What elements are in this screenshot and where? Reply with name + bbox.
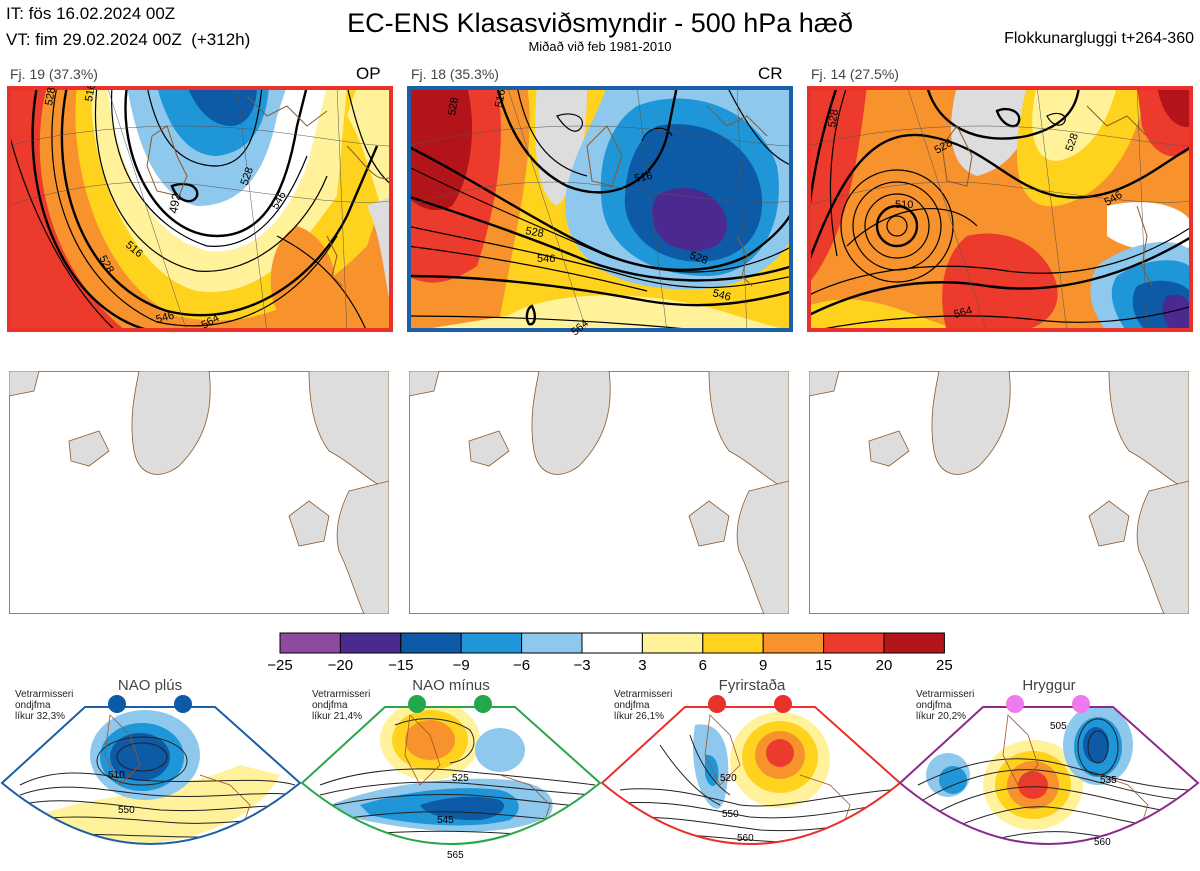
colorbar-tick-label: −15	[388, 657, 414, 674]
page-subtitle: Miðað við feb 1981-2010	[528, 39, 672, 54]
contour-label: 528	[826, 108, 841, 128]
regime-title-ridge: Hryggur	[1022, 677, 1076, 694]
regime-title-nao-minus: NAO mínus	[412, 677, 490, 694]
contour-label: 546	[155, 310, 176, 326]
contour-label: 528	[43, 86, 58, 106]
contour-label: 525	[452, 773, 469, 784]
contour-label: 520	[720, 773, 737, 784]
valid-time: VT: fim 29.02.2024 00Z (+312h)	[6, 30, 251, 49]
contour-label: 510	[895, 199, 913, 211]
colorbar-swatch	[702, 632, 764, 654]
contour-label: 528	[524, 225, 544, 240]
regime-note-blocking: Vetrarmisseri ondjfma líkur 26,1%	[614, 689, 673, 722]
regime-map-nao-minus[interactable]: 525 545 565	[300, 695, 602, 871]
colorbar-swatch	[823, 632, 885, 654]
contour-label: 528	[1064, 132, 1082, 153]
regime-map-blocking[interactable]: 520 550 560	[600, 695, 902, 871]
panel-1-label: Fj. 19 (37.3%)	[10, 66, 98, 82]
contour-label: 560	[1094, 837, 1111, 848]
contour-label: 546	[711, 287, 732, 303]
contour-label: 492	[166, 192, 183, 214]
colorbar-swatch	[400, 632, 462, 654]
colorbar-swatch	[641, 632, 704, 654]
cluster-map-1[interactable]: 528 516 492 528 546 516 528 546 564	[7, 86, 393, 332]
init-time: IT: fös 16.02.2024 00Z	[6, 4, 176, 23]
colorbar-swatch	[521, 632, 583, 654]
colorbar-swatch	[460, 632, 523, 654]
colorbar-tick-label: −6	[513, 657, 531, 674]
regime-title-blocking: Fyrirstaða	[718, 677, 786, 694]
colorbar-tick-label: 6	[698, 657, 707, 674]
regime-note-nao-minus: Vetrarmisseri ondjfma líkur 21,4%	[312, 689, 371, 722]
contour-label: 545	[437, 815, 454, 826]
contour-label: 528	[446, 96, 461, 116]
contour-label: 528	[688, 250, 709, 268]
contour-label: 546	[537, 253, 555, 265]
panel-1-tag: OP	[356, 64, 381, 83]
colorbar	[279, 632, 945, 654]
panel-2-label: Fj. 18 (35.3%)	[411, 66, 499, 82]
colorbar-tick-label: 15	[815, 657, 832, 674]
contour-label: 528	[239, 166, 257, 187]
panel-2-tag: CR	[758, 64, 783, 83]
contour-label: 550	[722, 809, 739, 820]
contour-label: 505	[1050, 721, 1067, 732]
contour-label: 564	[953, 305, 974, 321]
colorbar-tick-label: 9	[759, 657, 768, 674]
base-map-3	[809, 371, 1189, 614]
colorbar-swatch	[762, 632, 825, 654]
contour-label: 510	[108, 770, 125, 781]
colorbar-swatch	[581, 632, 643, 654]
colorbar-tick-label: 25	[936, 657, 953, 674]
regime-title-nao-plus: NAO plús	[117, 677, 183, 694]
colorbar-tick-label: −25	[267, 657, 293, 674]
contour-label: 516	[633, 170, 653, 185]
contour-label: 516	[493, 88, 508, 108]
colorbar-swatch	[339, 632, 402, 654]
base-map-2	[409, 371, 789, 614]
colorbar-swatch	[883, 632, 945, 654]
regime-note-ridge: Vetrarmisseri ondjfma líkur 20,2%	[916, 689, 975, 722]
cluster-map-2[interactable]: 528 516 516 528 546 528 546 564	[407, 86, 793, 342]
contour-label: 565	[447, 850, 464, 861]
regime-map-ridge[interactable]: 505 535 560	[898, 695, 1200, 871]
classification-window: Flokkunargluggi t+264-360	[1004, 30, 1194, 47]
contour-label: 535	[1100, 775, 1117, 786]
base-map-1	[9, 371, 389, 614]
colorbar-swatch	[279, 632, 341, 654]
regime-map-nao-plus[interactable]: 510 550	[0, 695, 302, 871]
page-title: EC-ENS Klasasviðsmyndir - 500 hPa hæð	[347, 8, 853, 38]
colorbar-tick-label: 20	[875, 657, 893, 674]
colorbar-tick-label: 3	[638, 657, 647, 674]
colorbar-tick-label: −20	[327, 657, 354, 674]
contour-label: 560	[737, 833, 754, 844]
colorbar-tick-label: −3	[573, 657, 591, 674]
regime-note-nao-plus: Vetrarmisseri ondjfma líkur 32,3%	[15, 689, 74, 722]
cluster-map-3[interactable]: 528 528 510 528 546 564	[807, 86, 1193, 332]
colorbar-tick-label: −9	[452, 657, 470, 674]
contour-label: 516	[83, 86, 98, 103]
panel-3-label: Fj. 14 (27.5%)	[811, 66, 899, 82]
contour-label: 550	[118, 805, 135, 816]
